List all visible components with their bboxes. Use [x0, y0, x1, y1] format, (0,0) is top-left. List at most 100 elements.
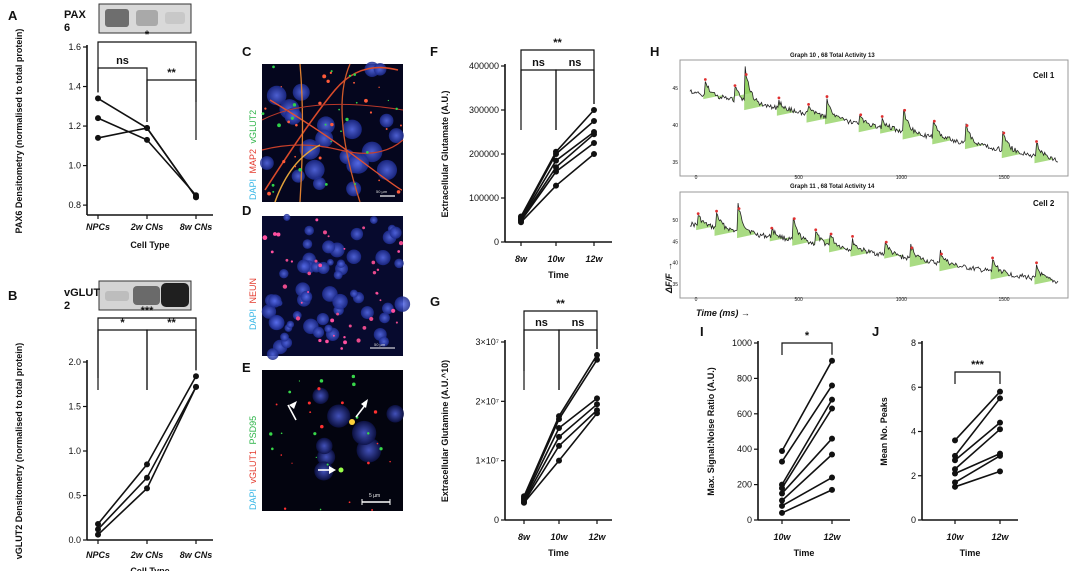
significance-label: ns: [535, 317, 548, 329]
y-tick-label: 300000: [469, 105, 499, 115]
trace-x-tick-label: 1000: [896, 297, 907, 303]
y-tick-label: 2×10⁷: [475, 396, 499, 406]
puncta: [292, 103, 297, 107]
data-point: [997, 388, 1003, 395]
data-point: [556, 457, 562, 464]
y-tick-label: 1×10⁷: [475, 456, 499, 466]
y-tick-label: 1.0: [68, 161, 81, 171]
puncta: [323, 230, 328, 235]
significance-bracket: [555, 69, 595, 130]
puncta: [362, 226, 366, 230]
trace-x-tick-label: 500: [794, 175, 803, 181]
trace-panel-top: Graph 10 , 68 Total Activity 13 Cell 1 4…: [672, 53, 1069, 181]
y-tick-label: 600: [737, 409, 752, 419]
trace-y-tick-label: 45: [672, 86, 678, 92]
puncta: [367, 432, 370, 435]
data-point: [829, 435, 835, 442]
trace-x-tick-label: 0: [695, 297, 698, 303]
colocalised-puncta: [349, 419, 355, 425]
puncta: [314, 259, 318, 263]
y-tick-label: 1000: [732, 338, 752, 348]
y-tick-label: 3×10⁷: [475, 337, 499, 347]
y-tick-label: 0: [494, 515, 499, 525]
nucleus: [268, 294, 282, 308]
peak-marker: [814, 228, 818, 232]
nucleus: [394, 296, 411, 312]
trace-ylabel: ΔF/F →: [664, 262, 674, 294]
puncta: [318, 101, 322, 105]
puncta: [330, 122, 334, 127]
event-area: [703, 81, 723, 100]
puncta: [400, 124, 402, 127]
puncta: [373, 410, 378, 414]
puncta: [330, 140, 332, 143]
panel-label-b: B: [8, 288, 17, 303]
series-line: [781, 453, 833, 502]
significance-bracket: [523, 329, 560, 390]
data-point: [193, 383, 199, 390]
significance-label: ns: [532, 57, 545, 69]
x-tick-label: NPCs: [86, 222, 110, 232]
micrograph-e: 5 µm: [262, 370, 405, 511]
puncta: [389, 460, 391, 463]
blot-pax6: [98, 3, 192, 34]
nucleus: [389, 226, 402, 239]
data-point: [95, 526, 101, 533]
significance-label: **: [167, 67, 176, 79]
puncta: [291, 462, 293, 464]
series-line: [781, 438, 833, 494]
blot-label-part: PAX: [64, 9, 86, 21]
significance-bracket: [97, 329, 148, 390]
trace-top-title: Graph 10 , 68 Total Activity 13: [790, 53, 875, 59]
series-line: [954, 470, 1001, 488]
nucleus: [291, 169, 305, 183]
x-axis-title-f: Time: [548, 270, 569, 280]
series-line: [954, 397, 1001, 457]
y-tick-label: 200000: [469, 149, 499, 159]
event-area: [884, 243, 903, 260]
chart-f: 0 100000 200000 300000 400000 8w 10w 12w Time Ext…: [440, 37, 612, 280]
data-point: [997, 426, 1003, 433]
blot-label-part: 6: [64, 22, 70, 34]
data-point: [144, 474, 150, 481]
peak-marker: [1002, 131, 1006, 135]
x-axis-title-b: Cell Type: [130, 566, 169, 571]
puncta: [318, 338, 322, 343]
event-area: [744, 66, 763, 111]
puncta: [329, 71, 332, 74]
x-tick-label: 2w CNs: [130, 222, 164, 232]
stain-e-dapi: DAPI: [248, 489, 258, 510]
event-area: [909, 244, 929, 268]
nucleus: [350, 227, 364, 241]
y-tick-label: 8: [911, 338, 916, 348]
data-point: [997, 468, 1003, 475]
series-line: [954, 428, 1001, 470]
data-point: [553, 164, 559, 171]
x-tick-label: 8w: [518, 532, 531, 542]
puncta: [315, 218, 319, 222]
nucleus: [297, 259, 311, 274]
blot-label-a: PAX 6: [64, 9, 86, 34]
series-line: [781, 476, 833, 507]
data-point: [553, 168, 559, 175]
peak-marker: [991, 256, 994, 260]
series-line: [781, 408, 833, 489]
peak-marker: [744, 73, 748, 76]
puncta: [270, 250, 274, 254]
nucleus: [369, 216, 378, 224]
puncta: [343, 335, 346, 339]
puncta: [280, 86, 282, 88]
puncta: [348, 501, 351, 504]
puncta: [327, 235, 330, 238]
nucleus: [327, 404, 351, 428]
puncta: [271, 183, 275, 187]
trace-bottom-title: Graph 11 , 68 Total Activity 14: [790, 184, 875, 190]
data-point: [556, 442, 562, 449]
nucleus: [379, 312, 390, 324]
puncta: [379, 299, 382, 302]
x-axis-title-j: Time: [960, 548, 981, 558]
y-tick-label: 0: [747, 515, 752, 525]
peak-marker: [770, 226, 774, 230]
nucleus: [316, 437, 333, 455]
series-line: [97, 386, 197, 536]
